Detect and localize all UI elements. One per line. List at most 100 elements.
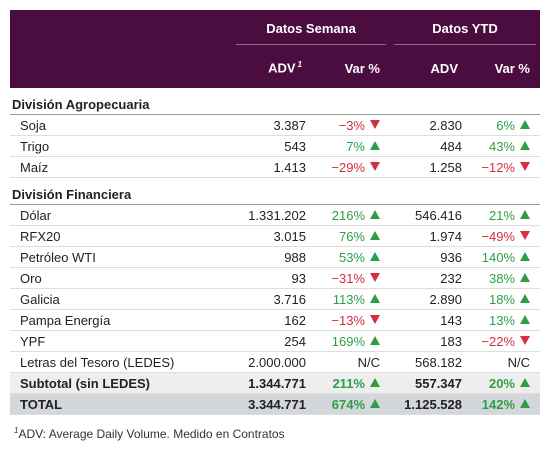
cell-text: 18%	[488, 291, 515, 307]
up-arrow	[520, 293, 530, 303]
table-row: Pampa Energía 162 −13% 143 13%	[10, 309, 540, 331]
up-arrow	[520, 140, 530, 150]
cell-text: 254	[284, 333, 306, 349]
adv-cell: 936	[390, 246, 468, 268]
var-cell: −29%	[312, 156, 390, 178]
up-arrow	[370, 140, 380, 150]
down-arrow	[370, 161, 380, 171]
cell-text: Galicia	[20, 291, 60, 307]
cell-text: 13%	[488, 312, 515, 328]
var-cell: −31%	[312, 267, 390, 289]
var-cell: 21%	[468, 204, 540, 226]
adv-cell: 1.125.528	[390, 393, 468, 415]
var-cell: 674%	[312, 393, 390, 415]
cell-text: Oro	[20, 270, 42, 286]
adv-cell: 1.413	[232, 156, 312, 178]
up-arrow	[370, 230, 380, 240]
column-label: Var %	[494, 60, 530, 76]
cell-text: RFX20	[20, 228, 61, 244]
section-row: División Financiera	[10, 177, 540, 205]
up-arrow	[370, 293, 380, 303]
adv-cell: 3.387	[232, 114, 312, 136]
cell-text: YPF	[20, 333, 46, 349]
cell-text: 142%	[481, 396, 515, 412]
cell-text: 232	[440, 270, 462, 286]
var-cell: −22%	[468, 330, 540, 352]
table-row: Soja 3.387 −3% 2.830 6%	[10, 114, 540, 136]
up-arrow	[520, 377, 530, 387]
cell-text: 76%	[338, 228, 365, 244]
cell-text: 21%	[488, 207, 515, 223]
down-arrow	[520, 230, 530, 240]
row-label: Petróleo WTI	[10, 246, 232, 268]
cell-text: 113%	[332, 291, 365, 307]
adv-cell: 568.182	[390, 351, 468, 373]
note-marker: 1	[297, 60, 302, 70]
up-arrow	[520, 272, 530, 282]
adv-cell: 232	[390, 267, 468, 289]
var-cell: 43%	[468, 135, 540, 157]
var-cell: 6%	[468, 114, 540, 136]
adv-cell: 254	[232, 330, 312, 352]
var-cell: 142%	[468, 393, 540, 415]
adv-cell: 143	[390, 309, 468, 331]
var-cell: −13%	[312, 309, 390, 331]
cell-text: −49%	[481, 228, 515, 244]
adv-cell: 3.344.771	[232, 393, 312, 415]
cell-text: 211%	[332, 375, 365, 391]
adv-cell: 3.716	[232, 288, 312, 310]
var-cell: N/C	[468, 351, 540, 373]
data-table: Datos Semana Datos YTD ADV 1 Var % ADV Va…	[10, 10, 540, 415]
footnote: 1ADV: Average Daily Volume. Medido en Co…	[12, 426, 285, 441]
var-cell: 18%	[468, 288, 540, 310]
var-cell: 169%	[312, 330, 390, 352]
var-cell: N/C	[312, 351, 390, 373]
row-label: Trigo	[10, 135, 232, 157]
cell-text: 543	[284, 138, 306, 154]
table-row: Maíz 1.413 −29% 1.258 −12%	[10, 156, 540, 178]
adv-cell: 484	[390, 135, 468, 157]
cell-text: −31%	[331, 270, 365, 286]
adv-cell: 557.347	[390, 372, 468, 394]
up-arrow	[520, 398, 530, 408]
up-arrow	[520, 251, 530, 261]
var-cell: −49%	[468, 225, 540, 247]
table-row: TOTAL 3.344.771 674% 1.125.528 142%	[10, 393, 540, 415]
column-header: ADV 1 Var % ADV Var %	[10, 48, 540, 88]
cell-text: Subtotal (sin LEDES)	[20, 375, 150, 391]
cell-text: 3.387	[273, 117, 306, 133]
cell-text: Petróleo WTI	[20, 249, 96, 265]
adv-cell: 543	[232, 135, 312, 157]
up-arrow	[370, 398, 380, 408]
row-label: Pampa Energía	[10, 309, 232, 331]
cell-text: −29%	[331, 159, 365, 175]
cell-text: 43%	[488, 138, 515, 154]
var-cell: −12%	[468, 156, 540, 178]
row-label: TOTAL	[10, 393, 232, 415]
var-cell: 211%	[312, 372, 390, 394]
table-row: YPF 254 169% 183 −22%	[10, 330, 540, 352]
var-cell: 13%	[468, 309, 540, 331]
var-cell: 20%	[468, 372, 540, 394]
var-cell: 38%	[468, 267, 540, 289]
cell-text: 20%	[488, 375, 515, 391]
group-header: Datos Semana Datos YTD	[10, 10, 540, 48]
row-label: Letras del Tesoro (LEDES)	[10, 351, 232, 373]
cell-text: 216%	[331, 207, 365, 223]
group-label: Datos Semana	[236, 21, 386, 45]
cell-text: −3%	[338, 117, 365, 133]
cell-text: 936	[440, 249, 462, 265]
adv-cell: 3.015	[232, 225, 312, 247]
footnote-marker: 1	[14, 426, 19, 435]
row-label: Soja	[10, 114, 232, 136]
up-arrow	[370, 251, 380, 261]
up-arrow	[520, 314, 530, 324]
cell-text: 1.331.202	[248, 207, 306, 223]
adv-cell: 1.331.202	[232, 204, 312, 226]
section-title: División Agropecuaria	[10, 88, 540, 115]
row-label: Dólar	[10, 204, 232, 226]
adv-cell: 546.416	[390, 204, 468, 226]
adv-cell: 988	[232, 246, 312, 268]
cell-text: 557.347	[415, 375, 462, 391]
up-arrow	[370, 209, 380, 219]
